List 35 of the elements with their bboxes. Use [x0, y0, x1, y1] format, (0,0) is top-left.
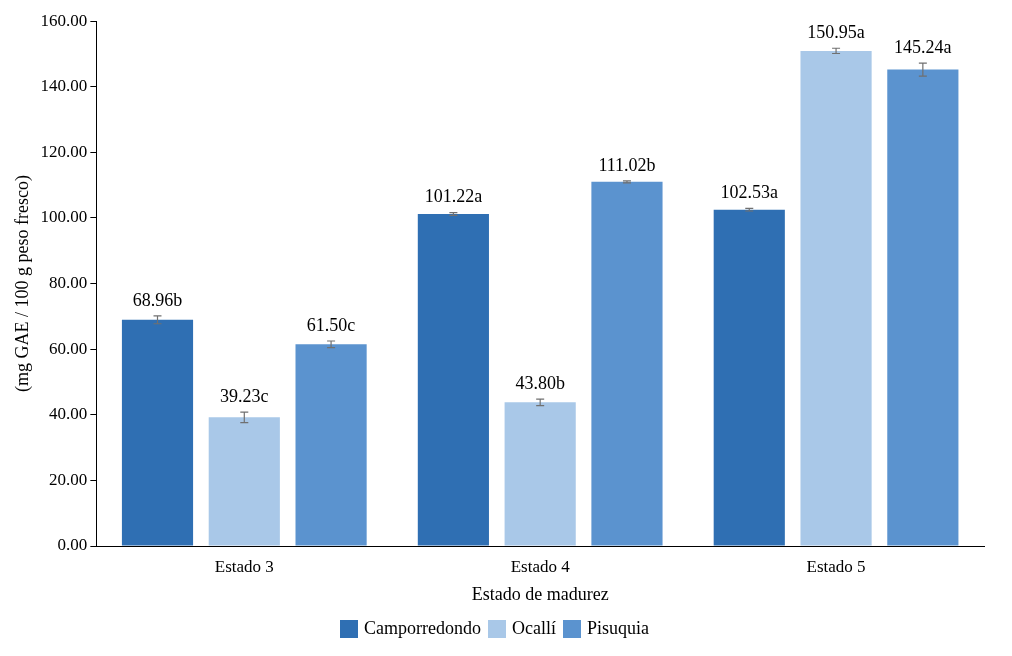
x-tick-label: Estado 5	[806, 556, 866, 576]
data-label: 101.22a	[424, 186, 483, 207]
legend-label: Camporredondo	[364, 617, 481, 638]
bar	[295, 344, 367, 546]
bar	[887, 69, 959, 546]
bar	[121, 319, 194, 546]
y-tick-label: 100.00	[40, 207, 88, 227]
data-label: 150.95a	[807, 21, 865, 42]
data-label: 61.50c	[306, 314, 356, 335]
y-axis-title: (mg GAE / 100 g peso fresco)	[11, 175, 33, 393]
data-label: 68.96b	[132, 289, 183, 310]
x-tick-label: Estado 3	[214, 556, 274, 576]
data-label: 39.23c	[220, 385, 269, 406]
data-label: 145.24a	[894, 36, 952, 57]
bar	[417, 214, 489, 546]
y-tick-label: 0.00	[57, 535, 88, 555]
y-tick-label: 140.00	[40, 76, 88, 96]
bar	[800, 50, 872, 546]
bar	[591, 181, 663, 546]
bar	[208, 417, 280, 546]
data-label: 43.80b	[515, 372, 565, 393]
y-tick-label: 80.00	[49, 273, 88, 293]
legend-label: Ocallí	[511, 617, 556, 638]
y-tick-label: 60.00	[49, 338, 88, 358]
y-tick-label: 40.00	[49, 404, 88, 424]
y-tick-label: 20.00	[49, 469, 88, 489]
data-label: 102.53a	[720, 182, 779, 203]
legend-label: Pisuquia	[586, 617, 649, 638]
data-label: 111.02b	[598, 154, 656, 175]
y-tick-label: 120.00	[40, 141, 88, 161]
x-tick-label: Estado 4	[510, 556, 571, 576]
bar	[713, 209, 785, 546]
y-tick-label: 160.00	[40, 10, 88, 30]
x-axis-title: Estado de madurez	[471, 583, 609, 604]
bar	[504, 402, 576, 546]
